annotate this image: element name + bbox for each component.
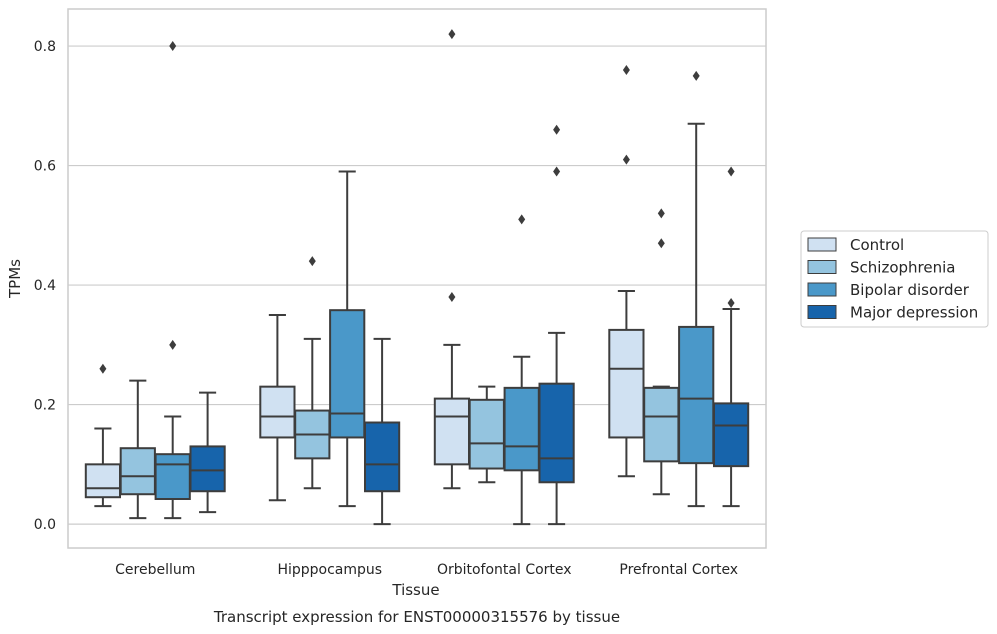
box-iqr	[189, 445, 226, 493]
box-bipolar-disorder	[678, 70, 715, 508]
outlier-point	[553, 166, 561, 177]
x-axis-label: Tissue	[391, 581, 439, 599]
outlier-point	[657, 208, 665, 219]
x-tick-label: Prefrontal Cortex	[619, 562, 738, 578]
box-schizophrenia	[643, 208, 680, 496]
legend-swatch	[807, 260, 837, 274]
box-iqr	[329, 309, 366, 439]
box-iqr	[538, 382, 575, 484]
box-major-depression	[712, 166, 750, 508]
box-major-depression	[363, 337, 401, 526]
outlier-point	[727, 298, 735, 308]
y-tick-labels: 0.0 0.2 0.4 0.6 0.8	[34, 39, 56, 533]
box-iqr	[119, 447, 156, 496]
box-iqr	[678, 325, 715, 465]
legend-label: Bipolar disorder	[850, 281, 970, 299]
outlier-point	[692, 70, 700, 81]
outlier-point	[169, 41, 177, 52]
box-schizophrenia	[294, 256, 331, 490]
box-schizophrenia	[468, 385, 505, 484]
outlier-point	[622, 154, 630, 165]
box-iqr	[154, 453, 191, 500]
box-iqr	[259, 385, 296, 439]
outlier-point	[448, 292, 456, 303]
box-bipolar-disorder	[154, 41, 191, 520]
box-bipolar-disorder	[503, 214, 540, 526]
legend-label: Control	[850, 236, 904, 254]
box-iqr	[608, 328, 645, 439]
x-tick-labels: Cerebellum Hipppocampus Orbitofontal Corte…	[115, 562, 738, 578]
outlier-point	[448, 29, 456, 40]
y-tick-label: 0.0	[34, 517, 56, 533]
y-tick-label: 0.8	[34, 39, 56, 55]
box-iqr	[84, 463, 122, 499]
box-iqr	[712, 402, 750, 468]
outlier-point	[657, 238, 665, 249]
x-tick-label: Cerebellum	[115, 562, 195, 578]
y-tick-label: 0.6	[34, 159, 56, 175]
outlier-point	[727, 166, 735, 177]
x-tick-label: Hipppocampus	[277, 562, 382, 578]
box-schizophrenia	[119, 379, 156, 520]
y-tick-label: 0.4	[34, 278, 56, 294]
legend: Control Schizophrenia Bipolar disorder Majo…	[800, 230, 989, 328]
legend-label: Schizophrenia	[850, 259, 955, 277]
box-iqr	[643, 386, 680, 463]
box-iqr	[433, 397, 471, 466]
x-tick-label: Orbitofontal Cortex	[437, 562, 572, 578]
box-bipolar-disorder	[329, 170, 366, 508]
outlier-point	[553, 124, 561, 135]
box-control	[259, 313, 296, 502]
legend-swatch	[807, 237, 837, 252]
legend-frame	[800, 230, 989, 328]
y-tick-label: 0.2	[34, 398, 56, 414]
box-plots	[84, 29, 750, 526]
chart-caption: Transcript expression for ENST0000031557…	[213, 608, 620, 626]
outlier-point	[308, 256, 316, 267]
outlier-point	[518, 214, 526, 225]
box-control	[433, 29, 471, 490]
plot-frame	[67, 8, 767, 549]
legend-label: Major depression	[850, 304, 978, 322]
legend-swatch	[807, 282, 837, 297]
y-axis-label: TPMs	[6, 259, 24, 299]
outlier-point	[169, 339, 177, 350]
outlier-point	[622, 64, 630, 75]
box-control	[84, 363, 122, 508]
box-iqr	[503, 386, 540, 472]
legend-swatch	[807, 305, 837, 319]
box-major-depression	[189, 391, 226, 514]
box-control	[608, 64, 645, 478]
box-iqr	[468, 398, 505, 470]
box-major-depression	[538, 124, 575, 526]
box-iqr	[363, 421, 401, 493]
outlier-point	[99, 363, 107, 374]
